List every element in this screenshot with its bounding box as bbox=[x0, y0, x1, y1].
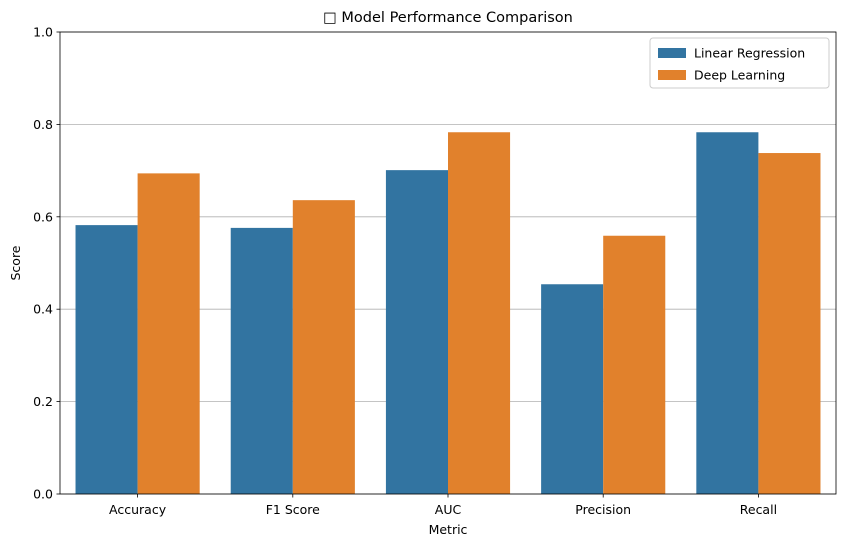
x-tick-label: Recall bbox=[740, 502, 777, 517]
bar-recall-deep-learning bbox=[758, 153, 821, 494]
bar-precision-deep-learning bbox=[603, 235, 666, 494]
legend-label: Deep Learning bbox=[694, 68, 785, 83]
bar-f1-score-linear-regression bbox=[230, 227, 293, 494]
y-tick-label: 0.4 bbox=[33, 302, 53, 317]
bar-f1-score-deep-learning bbox=[292, 200, 355, 494]
legend-swatch bbox=[658, 48, 686, 58]
bar-recall-linear-regression bbox=[696, 132, 759, 494]
bar-accuracy-linear-regression bbox=[75, 225, 138, 494]
x-axis-ticks: Accuracy F1 Score AUC Precision Recall bbox=[109, 494, 777, 517]
bars-layer bbox=[75, 132, 821, 494]
x-tick-label: Precision bbox=[575, 502, 631, 517]
y-tick-label: 1.0 bbox=[33, 25, 53, 40]
y-tick-label: 0.6 bbox=[33, 209, 53, 224]
bar-precision-linear-regression bbox=[541, 284, 604, 494]
bar-accuracy-deep-learning bbox=[137, 173, 200, 494]
chart-title: □ Model Performance Comparison bbox=[323, 10, 573, 26]
y-tick-label: 0.8 bbox=[33, 117, 53, 132]
y-tick-label: 0.0 bbox=[33, 487, 53, 502]
legend-label: Linear Regression bbox=[694, 46, 805, 61]
legend-items: Linear Regression Deep Learning bbox=[658, 46, 805, 83]
bar-auc-linear-regression bbox=[385, 170, 448, 494]
bar-auc-deep-learning bbox=[448, 132, 511, 494]
legend-swatch bbox=[658, 70, 686, 80]
y-axis-label: Score bbox=[8, 245, 23, 280]
x-tick-label: Accuracy bbox=[109, 502, 167, 517]
x-tick-label: AUC bbox=[435, 502, 462, 517]
legend-box bbox=[649, 37, 830, 89]
x-tick-label: F1 Score bbox=[266, 502, 320, 517]
y-tick-label: 0.2 bbox=[33, 394, 53, 409]
y-axis-ticks: 0.0 0.2 0.4 0.6 0.8 1.0 bbox=[33, 25, 60, 502]
x-axis-label: Metric bbox=[429, 522, 468, 537]
legend: Linear Regression Deep Learning bbox=[649, 37, 830, 89]
